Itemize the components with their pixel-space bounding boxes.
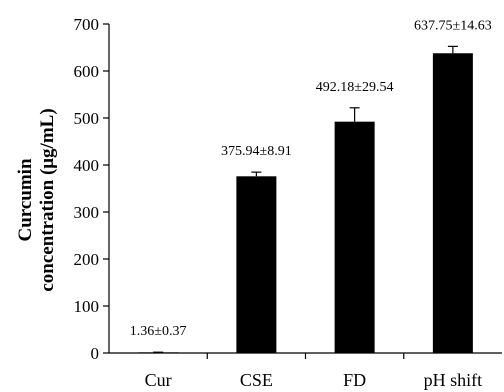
y-axis-title-line-1: Curcumin <box>15 158 36 241</box>
x-category-label: CSE <box>240 370 273 390</box>
data-labels: 1.36±0.37 375.94±8.91 492.18±29.54 637.75±1… <box>130 18 492 339</box>
error-bars <box>153 45 458 353</box>
bar-cse <box>236 176 277 353</box>
data-label: 375.94±8.91 <box>221 144 292 159</box>
y-tick-label: 400 <box>74 156 100 175</box>
y-axis-ticks: 0 100 200 300 400 500 600 700 <box>74 15 109 363</box>
y-tick-label: 500 <box>74 109 100 128</box>
bars <box>138 53 473 353</box>
x-axis-categories: Cur CSE FD pH shift <box>145 353 483 390</box>
data-label: 492.18±29.54 <box>316 80 394 95</box>
y-tick-label: 300 <box>74 203 100 222</box>
data-label: 1.36±0.37 <box>130 324 187 339</box>
y-axis-title-line-2: concentration (μg/mL) <box>37 108 58 291</box>
y-tick-label: 100 <box>74 297 100 316</box>
x-category-label: Cur <box>145 370 172 390</box>
bar-ph-shift <box>432 53 473 353</box>
y-tick-label: 700 <box>74 15 100 34</box>
y-axis-title: Curcumin concentration (μg/mL) <box>15 108 58 291</box>
bar-fd <box>334 121 375 353</box>
y-tick-label: 600 <box>74 62 100 81</box>
x-category-label: FD <box>343 370 366 390</box>
x-category-label: pH shift <box>424 370 483 390</box>
y-tick-label: 0 <box>91 344 100 363</box>
y-tick-label: 200 <box>74 250 100 269</box>
data-label: 637.75±14.63 <box>414 18 492 33</box>
